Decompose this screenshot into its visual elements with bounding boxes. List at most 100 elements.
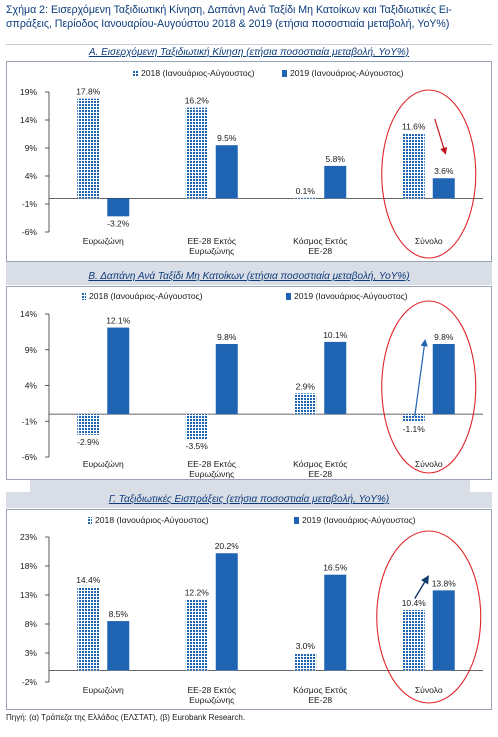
highlight-ellipse bbox=[381, 89, 477, 259]
legend-label-1: 2019 (Ιανουάριος-Αύγουστος) bbox=[302, 515, 416, 525]
category-label: Κόσμος Εκτός bbox=[293, 236, 347, 246]
bar-2018-2 bbox=[294, 653, 317, 671]
data-label: -2.9% bbox=[77, 437, 100, 447]
y-tick-label: -1% bbox=[22, 199, 38, 209]
bar-2019-3 bbox=[432, 344, 455, 415]
figure-title: Σχήμα 2: Εισερχόμενη Ταξιδιωτική Κίνηση,… bbox=[6, 4, 452, 30]
legend-label-0: 2018 (Ιανουάριος-Αύγουστος) bbox=[89, 291, 203, 301]
legend-label-0: 2018 (Ιανουάριος-Αύγουστος) bbox=[95, 515, 209, 525]
bar-2018-3 bbox=[402, 133, 425, 199]
data-label: 16.2% bbox=[185, 96, 210, 106]
bar-2018-0 bbox=[77, 98, 100, 199]
data-label: 2.9% bbox=[296, 381, 316, 391]
y-tick-label: 3% bbox=[25, 648, 38, 658]
category-label: Ευρωζώνη bbox=[83, 685, 124, 695]
data-label: 16.5% bbox=[323, 563, 348, 573]
data-label: 3.6% bbox=[434, 166, 454, 176]
bar-2018-2 bbox=[294, 393, 317, 415]
category-label: Ευρωζώνη bbox=[83, 459, 124, 469]
panel-c-title: Γ. Ταξιδιωτικές Εισπράξεις (ετήσια ποσοσ… bbox=[6, 492, 492, 508]
chart-a-frame: 19% 14% 9% 4% -1% -6% 2018 (Ιανουάριος-Αύγουστ… bbox=[6, 61, 492, 262]
chart-c: 23% 18% 13% 8% 3% -2% 2018 (Ιανουάριος-Αύγουστ… bbox=[20, 515, 483, 705]
y-tick-label: 14% bbox=[20, 309, 37, 319]
y-tick-label: 19% bbox=[20, 87, 37, 97]
panel-a: Α. Εισερχόμενη Ταξιδιωτική Κίνηση (ετήσι… bbox=[6, 44, 492, 61]
panel-c: Γ. Ταξιδιωτικές Εισπράξεις (ετήσια ποσοσ… bbox=[6, 492, 492, 508]
data-label: 10.1% bbox=[323, 330, 348, 340]
data-label: -3.2% bbox=[107, 218, 130, 228]
bar-2018-3 bbox=[402, 414, 425, 422]
data-label: 13.8% bbox=[432, 578, 457, 588]
separator-b-c bbox=[30, 480, 470, 492]
data-label: 20.2% bbox=[215, 541, 240, 551]
data-label: 8.5% bbox=[109, 609, 129, 619]
legend-swatch-0 bbox=[81, 293, 86, 300]
category-label: Σύνολο bbox=[415, 459, 443, 469]
trend-arrow-up bbox=[414, 339, 428, 417]
y-tick-label: 23% bbox=[20, 532, 37, 542]
category-label: Ευρωζώνης bbox=[189, 695, 234, 705]
category-label: Κόσμος Εκτός bbox=[293, 459, 347, 469]
panel-b-title: Β. Δαπάνη Ανά Ταξίδι Μη Κατοίκων (ετήσια… bbox=[6, 269, 492, 285]
bar-2019-1 bbox=[215, 553, 238, 671]
data-label: 14.4% bbox=[76, 575, 101, 585]
data-label: 9.8% bbox=[434, 332, 454, 342]
y-tick-label: 13% bbox=[20, 590, 37, 600]
category-label: ΕΕ-28 Εκτός bbox=[187, 685, 236, 695]
bar-2018-0 bbox=[77, 586, 100, 671]
legend-swatch-1 bbox=[286, 293, 291, 300]
y-tick-label: 4% bbox=[25, 381, 38, 391]
bar-2019-1 bbox=[215, 145, 238, 199]
y-tick-label: 18% bbox=[20, 561, 37, 571]
y-tick-label: -1% bbox=[22, 416, 38, 426]
data-label: 12.1% bbox=[106, 316, 131, 326]
bar-2019-1 bbox=[215, 344, 238, 415]
bar-2018-2 bbox=[294, 197, 317, 199]
data-label: 3.0% bbox=[296, 641, 316, 651]
category-label: ΕΕ-28 Εκτός bbox=[187, 236, 236, 246]
data-label: 9.5% bbox=[217, 133, 237, 143]
bar-2019-2 bbox=[324, 341, 347, 415]
bar-2018-0 bbox=[77, 414, 100, 435]
panel-a-title: Α. Εισερχόμενη Ταξιδιωτική Κίνηση (ετήσι… bbox=[6, 44, 492, 61]
category-label: Ευρωζώνη bbox=[83, 236, 124, 246]
data-label: -3.5% bbox=[186, 441, 209, 451]
category-label: Ευρωζώνης bbox=[189, 469, 234, 479]
legend-label-1: 2019 (Ιανουάριος-Αύγουστος) bbox=[294, 291, 408, 301]
panel-b: Β. Δαπάνη Ανά Ταξίδι Μη Κατοίκων (ετήσια… bbox=[6, 269, 492, 285]
trend-arrow-up bbox=[414, 575, 429, 599]
data-label: 11.6% bbox=[402, 121, 426, 131]
trend-arrow-down bbox=[434, 118, 448, 155]
chart-a: 19% 14% 9% 4% -1% -6% 2018 (Ιανουάριος-Αύγουστ… bbox=[20, 68, 483, 259]
bar-2018-1 bbox=[185, 107, 208, 199]
separator-a-b bbox=[6, 262, 492, 270]
bar-2019-2 bbox=[324, 165, 347, 199]
data-label: 9.8% bbox=[217, 332, 237, 342]
y-tick-label: -6% bbox=[22, 452, 38, 462]
bar-2019-0 bbox=[107, 198, 130, 217]
category-label: ΕΕ-28 bbox=[308, 695, 332, 705]
chart-b-frame: 14% 9% 4% -1% -6% 2018 (Ιανουάριος-Αύγουστος)… bbox=[6, 286, 492, 480]
bar-2019-3 bbox=[432, 590, 455, 671]
category-label: ΕΕ-28 Εκτός bbox=[187, 459, 236, 469]
data-label: 5.8% bbox=[326, 154, 346, 164]
data-label: -1.1% bbox=[403, 424, 426, 434]
data-label: 0.1% bbox=[296, 186, 316, 196]
y-tick-label: 4% bbox=[25, 171, 38, 181]
bar-2018-3 bbox=[402, 610, 425, 671]
y-tick-label: 9% bbox=[25, 143, 38, 153]
category-label: ΕΕ-28 bbox=[308, 246, 332, 256]
legend-swatch-1 bbox=[282, 70, 287, 77]
y-tick-label: -6% bbox=[22, 227, 38, 237]
category-label: Ευρωζώνης bbox=[189, 246, 234, 256]
category-label: ΕΕ-28 bbox=[308, 469, 332, 479]
bar-2018-1 bbox=[185, 414, 208, 440]
y-tick-label: 9% bbox=[25, 345, 38, 355]
y-tick-label: -2% bbox=[22, 677, 38, 687]
data-label: 17.8% bbox=[76, 87, 101, 97]
chart-b: 14% 9% 4% -1% -6% 2018 (Ιανουάριος-Αύγουστος)… bbox=[20, 291, 483, 479]
data-label: 12.2% bbox=[185, 588, 210, 598]
legend-label-0: 2018 (Ιανουάριος-Αύγουστος) bbox=[141, 68, 255, 78]
bar-2019-0 bbox=[107, 327, 130, 415]
category-label: Σύνολο bbox=[415, 236, 443, 246]
